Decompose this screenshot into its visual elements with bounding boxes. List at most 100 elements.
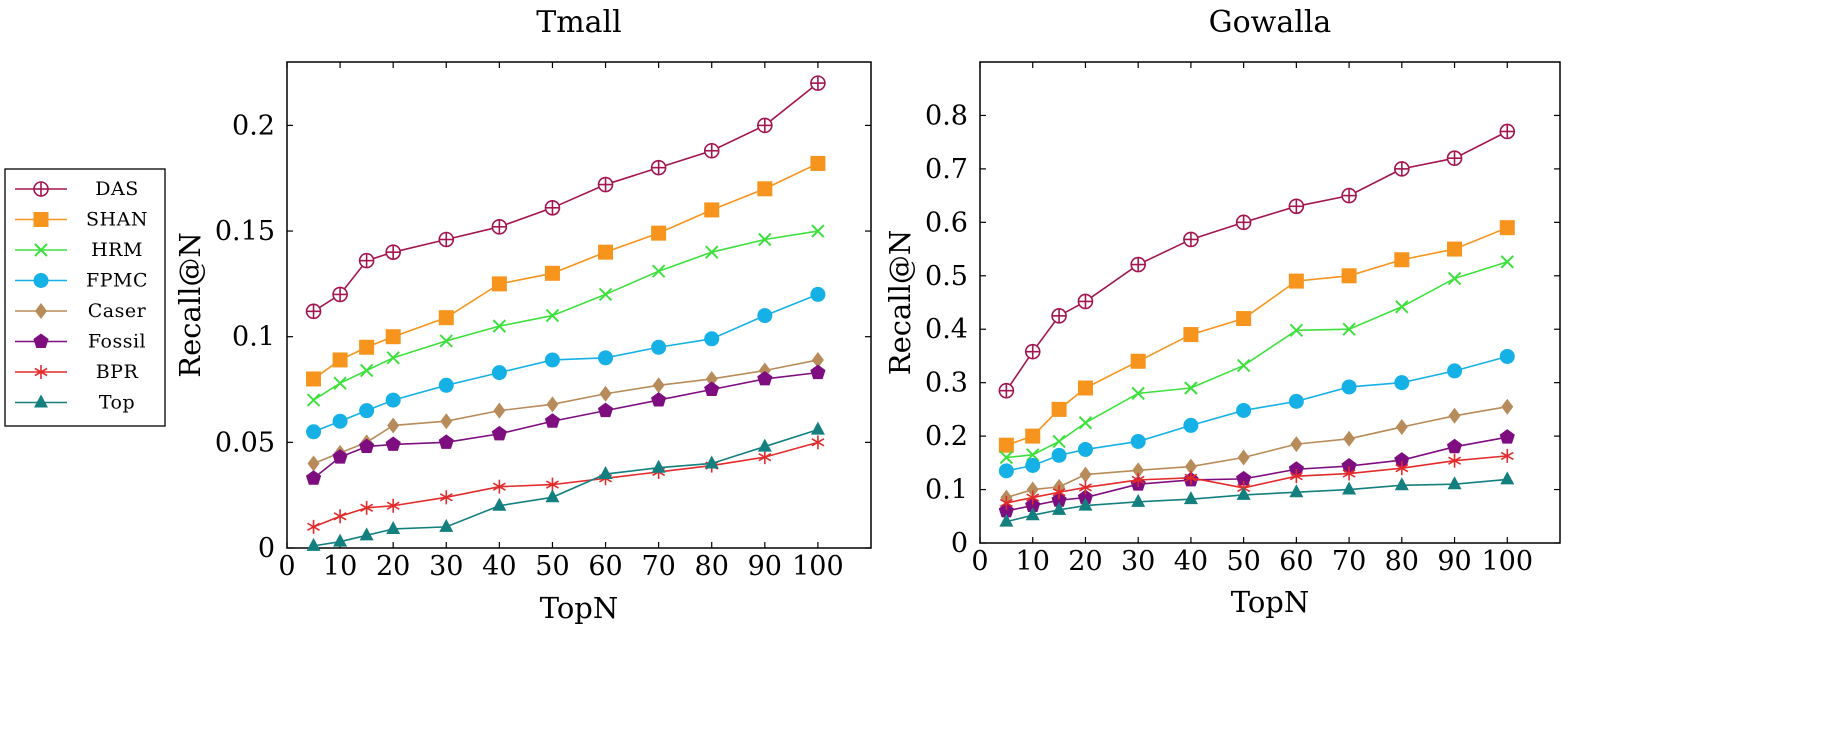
x-tick-label: 60 [588, 551, 622, 582]
data-point-das [385, 244, 401, 260]
x-tick-label: 0 [278, 551, 295, 582]
data-point-caser [1343, 430, 1356, 447]
data-point-das [757, 117, 773, 134]
data-point-fossil [1051, 492, 1067, 507]
series-line-bpr [313, 441, 819, 528]
data-point-bpr [1184, 470, 1198, 485]
data-point-fossil [757, 370, 773, 386]
data-point-fpmc [757, 308, 773, 324]
data-point-das [597, 176, 614, 193]
data-point-top [651, 459, 666, 473]
data-point-hrm [1395, 300, 1409, 314]
data-point-bpr [1052, 485, 1066, 500]
data-point-fpmc [491, 365, 507, 381]
data-point-shan [385, 329, 401, 345]
x-tick-label: 50 [535, 551, 569, 582]
data-point-fossil [544, 413, 561, 428]
data-point-bpr [360, 500, 374, 515]
data-point-fpmc [704, 331, 720, 347]
y-tick-label: 0.15 [215, 216, 275, 247]
legend-marker-das [33, 181, 49, 197]
data-point-top [1025, 507, 1040, 521]
legend-entry-fossil: Fossil [15, 331, 146, 353]
series-das [998, 123, 1516, 399]
data-point-shan [1183, 327, 1199, 343]
data-point-bpr [492, 479, 506, 494]
legend-entry-shan: SHAN [15, 209, 147, 231]
data-point-caser [811, 351, 824, 368]
y-tick-label: 0 [258, 533, 275, 564]
data-point-fpmc [544, 352, 560, 368]
data-point-shan [1236, 311, 1252, 327]
data-point-top [306, 537, 321, 551]
y-axis: 0 0.1 0.2 0.3 0.4 0.5 0.6 0.7 0.8 [925, 100, 1560, 559]
legend: DAS SHAN HRM FPMC Caser Fossil BPR Top [4, 168, 166, 427]
series-caser [307, 351, 824, 472]
data-point-fpmc [1341, 379, 1357, 395]
data-point-shan [704, 202, 720, 218]
x-tick-label: 10 [1016, 546, 1050, 577]
legend-marker-caser [35, 303, 47, 319]
legend-entry-top: Top [15, 392, 135, 414]
data-point-top [1052, 501, 1067, 515]
data-point-fpmc [1051, 447, 1067, 463]
x-tick-label: 70 [1332, 546, 1366, 577]
data-point-fpmc [1183, 417, 1199, 433]
data-point-fossil [438, 434, 454, 449]
data-point-top [704, 455, 719, 469]
series-line-bpr [1006, 455, 1508, 504]
series-shan [998, 220, 1515, 453]
data-point-top [999, 513, 1014, 527]
legend-label: DAS [95, 178, 138, 200]
data-point-caser [546, 396, 559, 413]
chart-title: Tmall [536, 5, 622, 40]
data-point-caser [599, 385, 612, 402]
data-point-top [1394, 477, 1409, 491]
data-point-fpmc [385, 392, 401, 408]
x-tick-label: 10 [323, 551, 357, 582]
series-fossil [305, 364, 826, 485]
data-point-fpmc [810, 286, 826, 302]
series-das [305, 75, 826, 320]
data-point-shan [332, 352, 348, 368]
series-bpr [307, 435, 825, 534]
data-point-shan [1025, 428, 1041, 444]
data-point-das [998, 382, 1015, 399]
y-tick-label: 0.2 [925, 421, 968, 452]
data-point-caser [1290, 436, 1303, 453]
data-point-shan [1341, 268, 1357, 284]
series-line-shan [1006, 226, 1508, 446]
data-point-top [598, 466, 613, 480]
data-point-top [386, 520, 401, 534]
data-point-fpmc [1130, 433, 1146, 449]
x-tick-label: 100 [792, 551, 844, 582]
data-point-fossil [305, 470, 322, 485]
data-point-bpr [758, 450, 772, 465]
data-point-shan [438, 310, 454, 326]
x-axis: 0 10 20 30 40 50 60 70 80 90 100 [278, 62, 844, 582]
y-tick-label: 0.2 [232, 110, 275, 141]
data-point-bpr [439, 490, 453, 505]
legend-entry-hrm: HRM [15, 239, 142, 261]
data-point-top [1447, 476, 1462, 490]
legend-marker-top [34, 394, 48, 408]
data-point-shan [1130, 353, 1146, 369]
data-point-top [1183, 491, 1198, 505]
y-axis-label: Recall@N [883, 230, 917, 375]
data-point-fpmc [998, 463, 1014, 479]
data-point-caser [1132, 462, 1145, 479]
data-point-fpmc [1288, 393, 1304, 409]
data-point-top [333, 533, 348, 547]
data-point-caser [1237, 449, 1250, 466]
data-point-caser [1448, 407, 1461, 424]
data-point-das [1130, 256, 1146, 273]
data-point-shan [544, 265, 560, 281]
y-axis-label: Recall@N [173, 232, 207, 377]
data-point-top [439, 518, 454, 532]
series-top [306, 421, 825, 551]
legend-marker-fossil [33, 333, 49, 348]
data-point-das [1288, 198, 1305, 215]
data-point-bpr [333, 509, 347, 524]
data-point-top [492, 497, 507, 511]
